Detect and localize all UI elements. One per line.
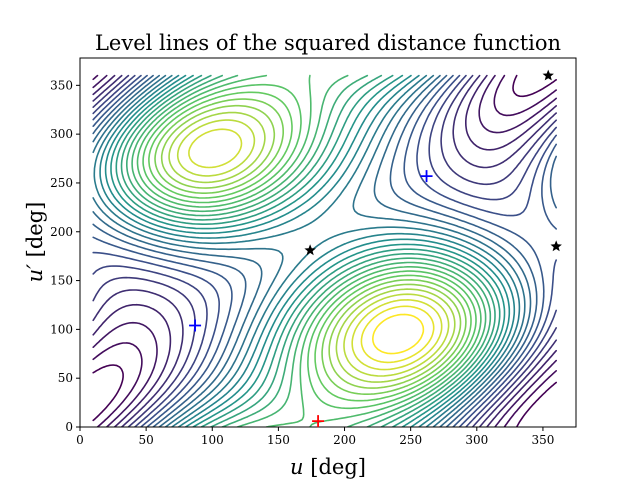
plot-frame	[79, 57, 577, 428]
y-tick-label: 350	[50, 78, 73, 92]
contour-level-line	[110, 74, 506, 427]
markers	[189, 69, 562, 428]
contour-level-line	[148, 91, 472, 402]
x-tick-label: 300	[465, 433, 488, 447]
contour-level-line	[92, 74, 557, 427]
marker-plus-blue-2	[420, 170, 433, 183]
contour-level-line	[126, 74, 492, 427]
contour-level-line	[92, 74, 557, 427]
chart-title: Level lines of the squared distance func…	[95, 31, 561, 55]
contour-level-line	[92, 74, 557, 427]
contour-level-line	[188, 128, 443, 371]
y-tick-label: 300	[50, 127, 73, 141]
y-tick-label: 200	[50, 225, 73, 239]
marker-star-1	[304, 244, 316, 256]
contour-level-line	[92, 74, 557, 427]
contour-level-line	[92, 74, 557, 427]
marker-star-2	[542, 69, 554, 81]
marker-plus-blue-1	[189, 319, 202, 332]
contour-level-line	[360, 305, 435, 364]
x-axis: 0 50 100 150 200 250 300 350	[76, 427, 554, 447]
x-tick-label: 200	[333, 433, 356, 447]
x-axis-label: u [deg]	[290, 455, 366, 479]
y-axis: 0 50 100 150 200 250 300 350	[50, 78, 80, 434]
contour-level-line	[99, 74, 516, 427]
x-tick-label: 250	[399, 433, 422, 447]
contour-level-line	[176, 119, 450, 377]
x-tick-label: 100	[201, 433, 224, 447]
marker-plus-red	[312, 415, 325, 428]
x-tick-label: 150	[267, 433, 290, 447]
y-tick-label: 0	[65, 420, 73, 434]
contour-level-line	[160, 104, 462, 389]
y-tick-label: 50	[58, 371, 73, 385]
contour-lines	[92, 74, 557, 427]
y-tick-label: 250	[50, 176, 73, 190]
y-axis-label: u′ [deg]	[23, 202, 47, 283]
contour-level-line	[92, 74, 557, 427]
x-tick-label: 0	[76, 433, 84, 447]
x-tick-label: 350	[531, 433, 554, 447]
contour-level-line	[92, 74, 557, 427]
contour-level-line	[92, 74, 557, 427]
contour-level-line	[168, 111, 456, 383]
contour-level-line	[92, 74, 557, 427]
marker-star-3	[550, 240, 562, 252]
contour-level-line	[142, 83, 477, 410]
x-tick-label: 50	[138, 433, 153, 447]
contour-level-line	[372, 313, 425, 355]
y-tick-label: 100	[50, 322, 73, 336]
y-tick-label: 150	[50, 274, 73, 288]
contour-level-line	[154, 98, 467, 395]
contour-level-line	[92, 74, 557, 427]
